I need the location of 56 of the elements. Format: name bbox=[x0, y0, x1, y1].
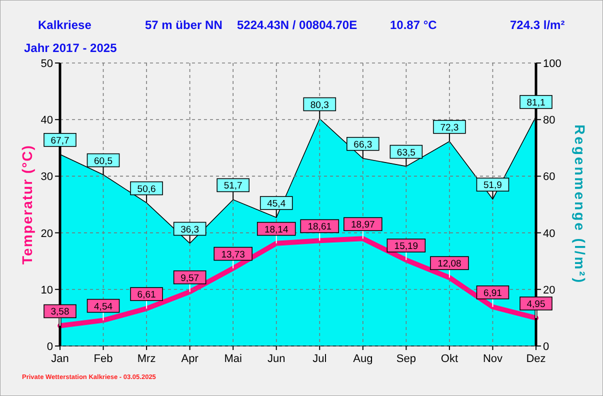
x-tick-label: Mai bbox=[224, 353, 242, 365]
x-tick-label: Sep bbox=[396, 353, 416, 365]
data-label: 18,97 bbox=[351, 220, 375, 231]
data-label: 18,14 bbox=[264, 224, 288, 236]
y2-axis-title: Regenmenge (l/m²) bbox=[572, 124, 588, 285]
data-label: 51,9 bbox=[483, 180, 502, 192]
y2-tick-label: 0 bbox=[543, 341, 550, 353]
y-tick-label: 50 bbox=[40, 58, 53, 70]
x-tick-label: Okt bbox=[440, 353, 458, 365]
data-label: 67,7 bbox=[50, 135, 70, 146]
y-axis-title: Temperatur (°C) bbox=[19, 144, 35, 264]
data-label: 4,95 bbox=[526, 298, 546, 310]
data-label: 18,61 bbox=[308, 222, 332, 233]
chart-title: Kalkriese bbox=[38, 18, 92, 32]
y2-tick-label: 60 bbox=[543, 171, 556, 184]
data-label: 51,7 bbox=[224, 180, 242, 192]
x-tick-label: Aug bbox=[353, 353, 373, 365]
data-label: 60,5 bbox=[94, 156, 113, 167]
data-label: 12,08 bbox=[438, 258, 462, 270]
y-tick-label: 0 bbox=[46, 341, 53, 353]
data-label: 6,61 bbox=[137, 290, 156, 301]
text: 724.3 l/m² bbox=[510, 18, 565, 32]
data-label: 63,5 bbox=[396, 147, 416, 158]
y2-tick-label: 40 bbox=[543, 228, 556, 240]
data-label: 9,57 bbox=[180, 272, 200, 284]
data-label: 13,73 bbox=[221, 249, 245, 260]
x-tick-label: Apr bbox=[181, 353, 199, 365]
text: 5224.43N / 00804.70E bbox=[237, 18, 358, 32]
y2-tick-label: 100 bbox=[543, 58, 562, 70]
data-label: 4,54 bbox=[94, 301, 113, 312]
x-tick-label: Jul bbox=[312, 353, 327, 365]
data-label: 72,3 bbox=[440, 122, 459, 134]
y-tick-label: 20 bbox=[40, 228, 53, 240]
data-label: 66,3 bbox=[354, 139, 372, 150]
data-label: 6,91 bbox=[483, 288, 502, 299]
x-tick-label: Jun bbox=[267, 353, 286, 365]
data-label: 36,3 bbox=[180, 224, 200, 236]
data-label: 15,19 bbox=[394, 241, 418, 252]
x-tick-label: Jan bbox=[51, 353, 69, 365]
y-tick-label: 40 bbox=[40, 114, 53, 127]
data-label: 3,58 bbox=[50, 306, 70, 318]
y2-tick-label: 20 bbox=[543, 284, 556, 296]
x-tick-label: Feb bbox=[94, 353, 113, 365]
data-label: 45,4 bbox=[267, 198, 286, 210]
x-tick-label: Nov bbox=[482, 353, 504, 365]
data-label: 50,6 bbox=[137, 184, 156, 195]
y-tick-label: 10 bbox=[40, 284, 53, 296]
x-tick-label: Dez bbox=[526, 353, 546, 365]
data-label: 81,1 bbox=[526, 97, 546, 108]
y-tick-label: 30 bbox=[40, 171, 53, 184]
y2-tick-label: 80 bbox=[543, 114, 556, 127]
chart-subtitle: Jahr 2017 - 2025 bbox=[24, 41, 118, 55]
text: 57 m über NN bbox=[145, 18, 222, 32]
text: 10.87 °C bbox=[390, 18, 438, 32]
x-tick-label: Mrz bbox=[137, 353, 156, 365]
data-label: 80,3 bbox=[310, 100, 329, 111]
